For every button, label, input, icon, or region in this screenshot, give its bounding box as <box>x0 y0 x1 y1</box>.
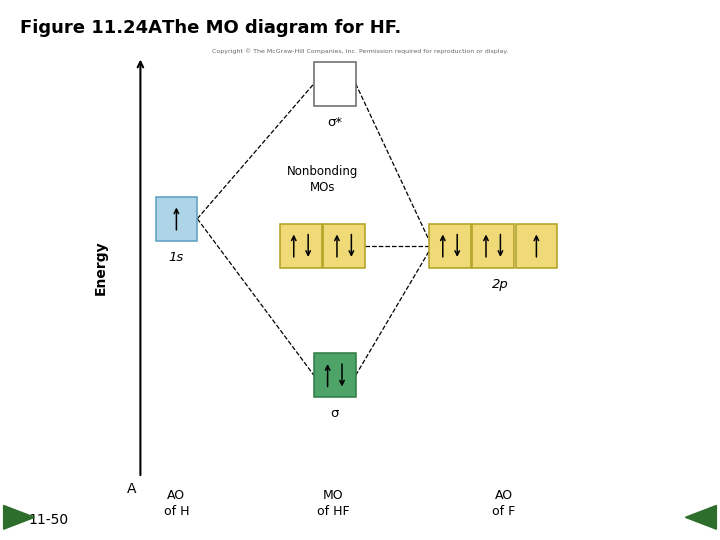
Polygon shape <box>4 505 35 529</box>
Text: 2p: 2p <box>492 278 509 291</box>
FancyBboxPatch shape <box>314 62 356 106</box>
Text: 1s: 1s <box>168 251 184 264</box>
FancyBboxPatch shape <box>280 224 322 268</box>
FancyBboxPatch shape <box>472 224 514 268</box>
Text: AO
of H: AO of H <box>163 489 189 518</box>
FancyBboxPatch shape <box>323 224 365 268</box>
Text: Energy: Energy <box>94 240 108 295</box>
Text: σ*: σ* <box>327 116 343 129</box>
FancyBboxPatch shape <box>516 224 557 268</box>
FancyBboxPatch shape <box>429 224 471 268</box>
Text: σ: σ <box>330 407 339 420</box>
Text: Figure 11.24A: Figure 11.24A <box>20 19 162 37</box>
FancyBboxPatch shape <box>314 353 356 397</box>
Text: A: A <box>127 482 137 496</box>
Text: AO
of F: AO of F <box>492 489 516 518</box>
Polygon shape <box>685 505 716 529</box>
Text: Copyright © The McGraw-Hill Companies, Inc. Permission required for reproduction: Copyright © The McGraw-Hill Companies, I… <box>212 49 508 54</box>
FancyBboxPatch shape <box>156 197 197 241</box>
Text: 11-50: 11-50 <box>29 512 69 526</box>
Text: MO
of HF: MO of HF <box>317 489 350 518</box>
Text: Nonbonding
MOs: Nonbonding MOs <box>287 165 359 194</box>
Text: The MO diagram for HF.: The MO diagram for HF. <box>162 19 401 37</box>
